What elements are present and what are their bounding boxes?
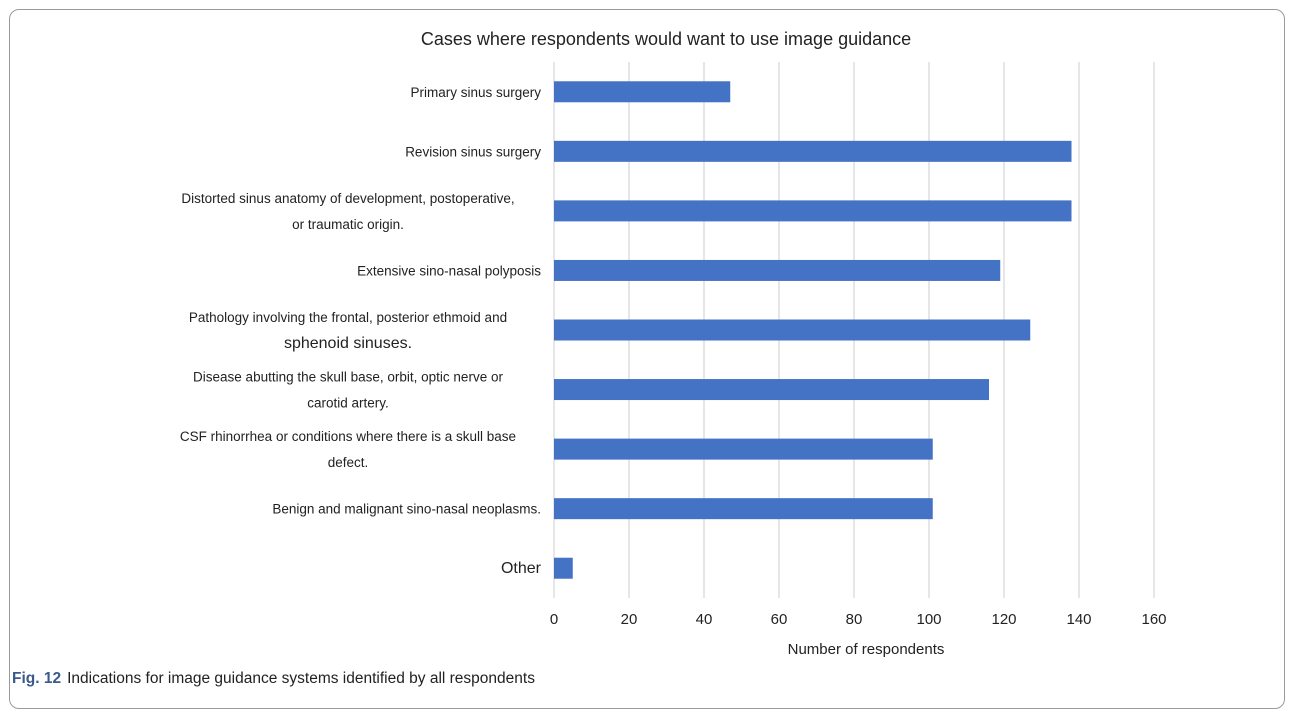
- x-tick-label-140: 140: [1066, 611, 1091, 628]
- category-label-6-line-1: defect.: [328, 455, 369, 470]
- category-label-4-line-0: Pathology involving the frontal, posteri…: [189, 310, 507, 325]
- bar-8: [554, 557, 573, 579]
- x-tick-label-20: 20: [621, 611, 638, 628]
- category-label-2-line-0: Distorted sinus anatomy of development, …: [181, 191, 514, 206]
- bar-1: [554, 140, 1072, 162]
- category-label-7-line-0: Benign and malignant sino-nasal neoplasm…: [272, 502, 541, 517]
- x-tick-label-60: 60: [771, 611, 788, 628]
- bar-2: [554, 200, 1072, 222]
- x-tick-label-100: 100: [916, 611, 941, 628]
- x-tick-label-120: 120: [991, 611, 1016, 628]
- x-axis-title: Number of respondents: [788, 641, 945, 658]
- bar-3: [554, 259, 1001, 281]
- bar-6: [554, 438, 933, 460]
- category-label-5-line-0: Disease abutting the skull base, orbit, …: [193, 370, 503, 385]
- category-label-8-line-0: Other: [501, 560, 542, 577]
- x-tick-label-0: 0: [550, 611, 558, 628]
- bars: [554, 81, 1072, 579]
- chart-title: Cases where respondents would want to us…: [421, 29, 911, 49]
- category-label-6-line-0: CSF rhinorrhea or conditions where there…: [180, 429, 516, 444]
- x-tick-label-80: 80: [846, 611, 863, 628]
- x-tick-label-160: 160: [1141, 611, 1166, 628]
- category-labels: Primary sinus surgery Revision sinus surg…: [180, 85, 542, 577]
- x-tick-labels: 0 20 40 60 80 100 120 140 160: [550, 611, 1167, 628]
- category-label-2-line-1: or traumatic origin.: [292, 217, 404, 232]
- figure-caption: Fig. 12 Indications for image guidance sy…: [12, 670, 535, 688]
- bar-0: [554, 81, 731, 103]
- figure-caption-label: Fig. 12: [12, 670, 62, 687]
- x-tick-label-40: 40: [696, 611, 713, 628]
- figure-caption-text: Indications for image guidance systems i…: [67, 670, 535, 687]
- bar-4: [554, 319, 1031, 341]
- bar-5: [554, 379, 989, 401]
- category-label-5-line-1: carotid artery.: [307, 396, 389, 411]
- category-label-0-line-0: Primary sinus surgery: [410, 85, 541, 100]
- category-label-4-line-1: sphenoid sinuses.: [284, 335, 412, 352]
- bar-7: [554, 498, 933, 520]
- category-label-1-line-0: Revision sinus surgery: [405, 144, 541, 159]
- category-label-3-line-0: Extensive sino-nasal polyposis: [357, 263, 541, 278]
